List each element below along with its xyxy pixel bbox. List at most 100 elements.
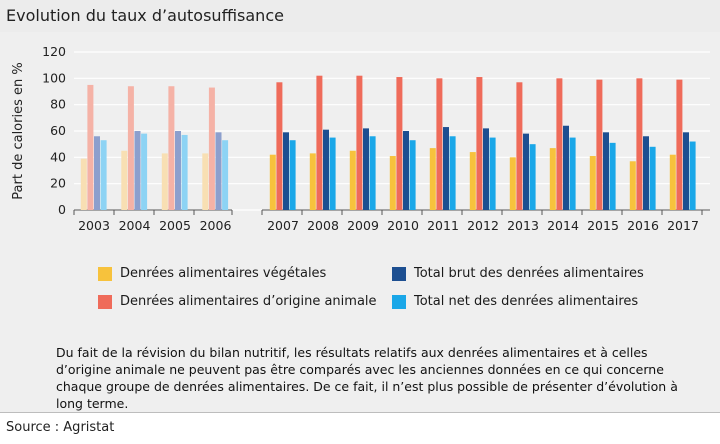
bar — [141, 133, 148, 210]
bar — [443, 127, 449, 210]
x-tick-label: 2012 — [467, 218, 499, 233]
bar — [609, 142, 616, 210]
bar — [363, 128, 369, 210]
x-tick-label: 2016 — [627, 218, 659, 233]
chart-panel: 0 20 40 60 80 100 120 Part de calories en % 2003… — [0, 32, 720, 412]
bar — [436, 78, 443, 210]
bar — [269, 154, 276, 210]
title-bar: Evolution du taux d’autosuffisance — [0, 0, 720, 32]
bar — [121, 150, 128, 210]
bar — [429, 148, 436, 210]
bar — [556, 78, 563, 210]
bar — [509, 157, 516, 210]
legend-label: Total net des denrées alimentaires — [414, 294, 639, 309]
bar — [80, 158, 87, 210]
bar — [389, 156, 396, 210]
legend-swatch — [392, 266, 406, 281]
y-axis-title: Part de calories en % — [11, 62, 26, 199]
x-tick-label: 2015 — [587, 218, 619, 233]
bar — [356, 75, 363, 210]
bar — [549, 148, 556, 210]
bar — [676, 79, 683, 211]
bar — [134, 131, 141, 210]
x-tick-label: 2006 — [200, 218, 232, 233]
legend: Denrées alimentaires végétales Total bru… — [0, 254, 720, 334]
y-tick-label: 60 — [50, 123, 66, 138]
bar-chart: 0 20 40 60 80 100 120 Part de calories en % 2003… — [11, 44, 710, 233]
bar — [403, 131, 409, 210]
x-tick-label: 2013 — [507, 218, 539, 233]
y-tick-label: 20 — [50, 176, 66, 191]
bar — [469, 152, 476, 210]
bar — [396, 77, 403, 210]
bar — [409, 140, 416, 210]
bar — [175, 131, 181, 210]
bar — [563, 125, 569, 210]
bar — [589, 156, 596, 210]
bar — [181, 134, 188, 210]
bar — [449, 136, 456, 210]
bar — [127, 86, 134, 210]
chart-title: Evolution du taux d’autosuffisance — [6, 6, 284, 25]
y-tick-label: 80 — [50, 97, 66, 112]
legend-swatch — [98, 266, 112, 281]
legend-item-total-brut: Total brut des denrées alimentaires — [392, 266, 644, 281]
bar — [529, 144, 536, 210]
bar — [516, 82, 523, 210]
bar — [349, 150, 356, 210]
bar — [168, 86, 175, 210]
bar — [222, 140, 229, 210]
bar — [100, 140, 107, 210]
x-tick-label: 2017 — [667, 218, 699, 233]
bar — [94, 136, 100, 210]
bar — [476, 77, 483, 210]
bar — [215, 132, 222, 210]
x-tick-label: 2005 — [159, 218, 191, 233]
bar — [309, 153, 316, 210]
y-tick-label: 100 — [42, 70, 66, 85]
source-divider — [0, 412, 720, 413]
bar — [283, 132, 289, 210]
x-tick-label: 2004 — [119, 218, 151, 233]
x-tick-label: 2003 — [78, 218, 110, 233]
bar — [569, 137, 576, 210]
legend-label: Total brut des denrées alimentaires — [414, 266, 644, 281]
x-tick-label: 2010 — [387, 218, 419, 233]
bar — [316, 75, 323, 210]
bar — [649, 146, 656, 210]
bar — [161, 153, 168, 210]
legend-label: Denrées alimentaires d’origine animale — [120, 294, 377, 309]
bar — [369, 136, 376, 210]
x-tick-label: 2009 — [347, 218, 379, 233]
bar — [208, 87, 215, 210]
y-tick-label: 40 — [50, 149, 66, 164]
bar — [276, 82, 283, 210]
bar — [323, 129, 329, 210]
bar — [596, 79, 603, 211]
bar — [603, 132, 609, 210]
bar — [636, 78, 643, 210]
x-tick-label: 2007 — [267, 218, 299, 233]
bar — [489, 137, 496, 210]
legend-item-animale: Denrées alimentaires d’origine animale — [98, 294, 377, 309]
y-tick-label: 0 — [58, 202, 66, 217]
bar — [483, 128, 489, 210]
bar — [689, 141, 696, 210]
bar — [87, 84, 94, 210]
x-tick-label: 2011 — [427, 218, 459, 233]
legend-label: Denrées alimentaires végétales — [120, 266, 327, 281]
bar — [669, 154, 676, 210]
x-tick-label: 2008 — [307, 218, 339, 233]
source-label: Source : Agristat — [6, 420, 115, 435]
bar — [202, 153, 209, 210]
bar — [683, 132, 689, 210]
bar — [629, 161, 636, 210]
x-tick-label: 2014 — [547, 218, 579, 233]
legend-swatch — [98, 294, 112, 309]
footnote: Du fait de la révision du bilan nutritif… — [56, 345, 678, 411]
bar — [523, 133, 529, 210]
legend-item-total-net: Total net des denrées alimentaires — [392, 294, 638, 309]
bar — [643, 136, 649, 210]
bar — [289, 140, 296, 210]
